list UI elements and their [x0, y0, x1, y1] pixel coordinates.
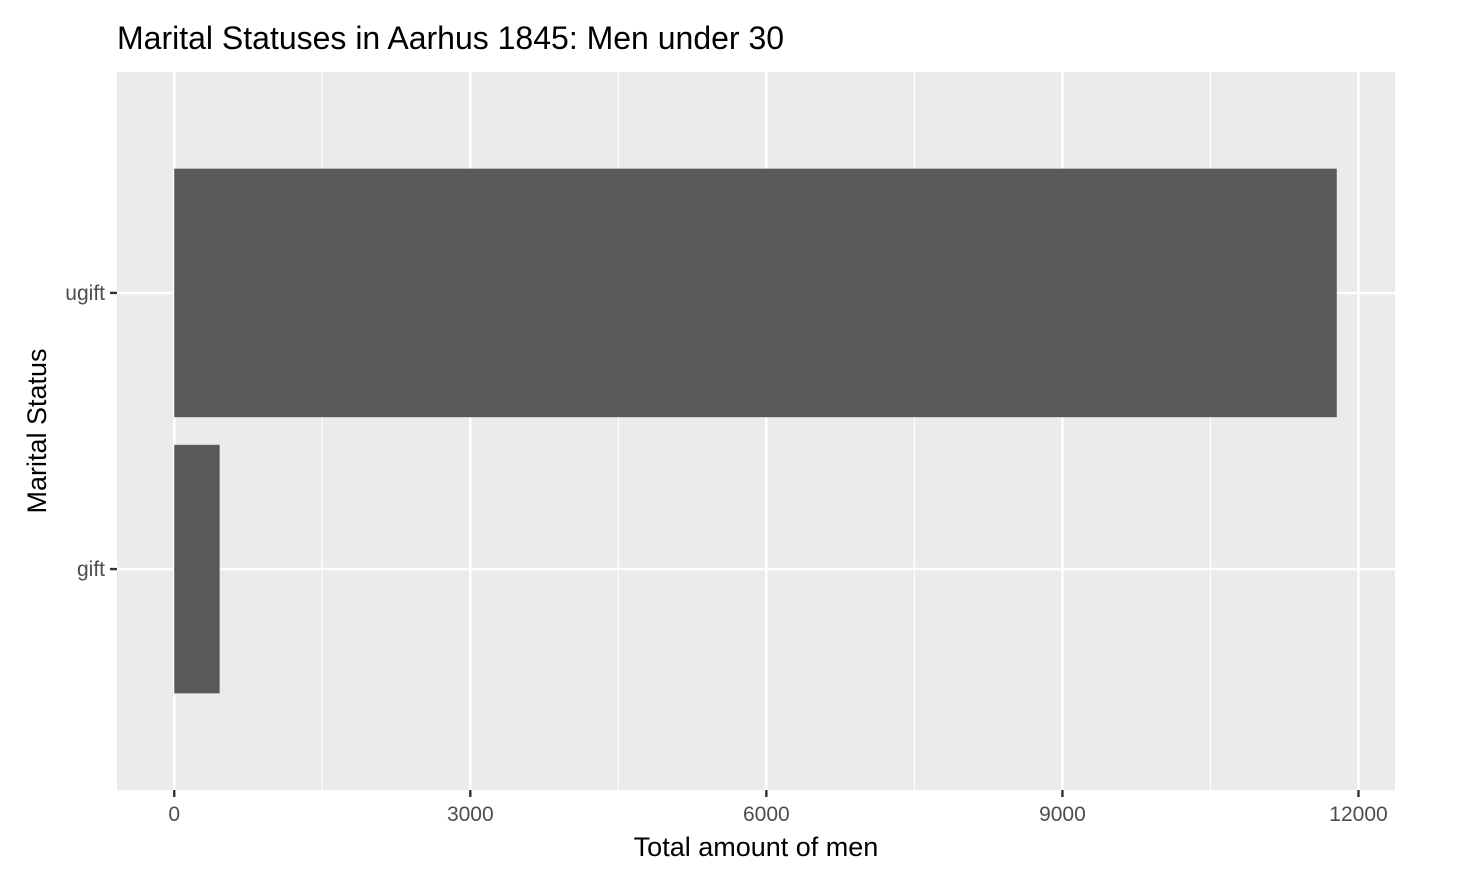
y-axis: gift ugift: [65, 282, 117, 581]
y-tick-label-gift: gift: [77, 558, 105, 581]
x-tick-label: 0: [168, 803, 180, 826]
x-tick-label: 3000: [447, 803, 494, 826]
bars: [174, 168, 1337, 694]
x-tick-label: 12000: [1329, 803, 1387, 826]
x-axis-title: Total amount of men: [634, 832, 879, 862]
bar-ugift: [174, 168, 1337, 418]
chart-title: Marital Statuses in Aarhus 1845: Men und…: [117, 20, 784, 56]
bar-gift: [174, 444, 220, 694]
x-tick-label: 6000: [743, 803, 790, 826]
x-tick-label: 9000: [1039, 803, 1086, 826]
y-axis-title: Marital Status: [22, 348, 52, 513]
x-axis: 0 3000 6000 9000 12000: [168, 790, 1388, 826]
y-tick-label-ugift: ugift: [65, 282, 105, 305]
